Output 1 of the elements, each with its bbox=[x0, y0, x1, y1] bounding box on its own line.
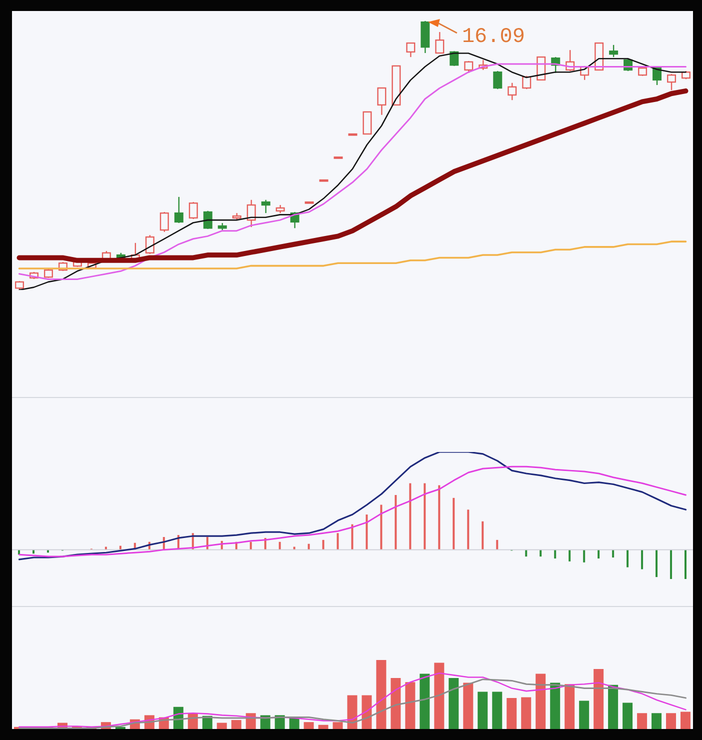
annotation: 16.09 bbox=[462, 26, 525, 49]
